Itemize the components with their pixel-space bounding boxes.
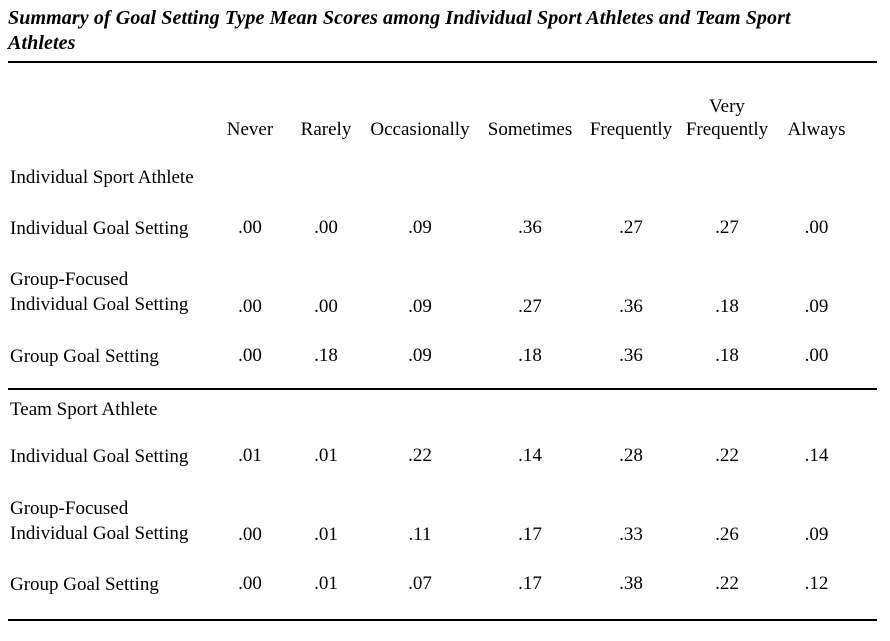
table-title: Summary of Goal Setting Type Mean Scores… xyxy=(8,6,877,63)
divider-line xyxy=(8,381,877,390)
row-label: Group Goal Setting xyxy=(10,573,159,595)
value-cell: .09 xyxy=(804,524,829,545)
row-label: Individual Goal Setting xyxy=(10,445,189,467)
table-row: Individual Goal Setting .00 .00 .09 .36 … xyxy=(8,203,877,253)
value-cell: .26 xyxy=(715,524,739,545)
column-header-sometimes: Sometimes xyxy=(487,119,573,140)
value-cell: .00 xyxy=(238,217,262,238)
spacer xyxy=(8,609,877,620)
value-cell: .01 xyxy=(314,524,338,545)
value-cell: .14 xyxy=(518,445,542,466)
value-cell: .18 xyxy=(715,345,739,366)
value-cell: .00 xyxy=(314,217,338,238)
section-header-row: Individual Sport Athlete xyxy=(8,153,877,203)
value-cell: .00 xyxy=(238,345,262,366)
value-cell: .36 xyxy=(518,217,542,238)
value-cell: .36 xyxy=(619,296,643,317)
column-header-rarely: Rarely xyxy=(300,119,352,140)
value-cell: .01 xyxy=(314,445,338,466)
value-cell: .14 xyxy=(804,445,829,466)
value-cell: .18 xyxy=(314,345,338,366)
value-cell: .27 xyxy=(715,217,739,238)
column-header-row: Never Rarely Occasionally Sometimes Freq… xyxy=(8,63,877,153)
value-cell: .27 xyxy=(619,217,643,238)
value-cell: .17 xyxy=(518,573,542,594)
table-row: Group Goal Setting .00 .18 .09 .18 .36 .… xyxy=(8,331,877,381)
column-header-occasionally: Occasionally xyxy=(370,119,470,140)
value-cell: .00 xyxy=(804,345,829,366)
value-cell: .17 xyxy=(518,524,542,545)
table-row: Group-Focused Individual Goal Setting .0… xyxy=(8,483,877,559)
row-label: Individual Goal Setting xyxy=(10,217,189,239)
value-cell: .28 xyxy=(619,445,643,466)
bottom-spacer xyxy=(8,609,877,620)
value-cell: .01 xyxy=(314,573,338,594)
value-cell: .18 xyxy=(715,296,739,317)
section-header-individual: Individual Sport Athlete xyxy=(10,167,194,188)
value-cell: .00 xyxy=(314,296,338,317)
column-header-frequently: Frequently xyxy=(589,119,673,140)
value-cell: .18 xyxy=(518,345,542,366)
value-cell: .00 xyxy=(804,217,829,238)
table-row: Individual Goal Setting .01 .01 .22 .14 … xyxy=(8,429,877,483)
value-cell: .22 xyxy=(408,445,432,466)
value-cell: .36 xyxy=(619,345,643,366)
row-label: Group-Focused Individual Goal Setting xyxy=(10,498,189,544)
section-divider-rule xyxy=(8,381,877,390)
value-cell: .00 xyxy=(238,524,262,545)
value-cell: .09 xyxy=(408,345,432,366)
table-row: Group-Focused Individual Goal Setting .0… xyxy=(8,253,877,331)
row-label: Group Goal Setting xyxy=(10,345,159,367)
column-header-very-frequently: Very Frequently xyxy=(685,96,769,140)
value-cell: .09 xyxy=(408,217,432,238)
value-cell: .33 xyxy=(619,524,643,545)
value-cell: .09 xyxy=(408,296,432,317)
table-row: Group Goal Setting .00 .01 .07 .17 .38 .… xyxy=(8,559,877,609)
value-cell: .27 xyxy=(518,296,542,317)
value-cell: .00 xyxy=(238,573,262,594)
value-cell: .11 xyxy=(408,524,432,545)
value-cell: .01 xyxy=(238,445,262,466)
paper-table: Summary of Goal Setting Type Mean Scores… xyxy=(8,6,877,621)
column-header-empty xyxy=(8,63,210,153)
section-header-row: Team Sport Athlete xyxy=(8,389,877,429)
value-cell: .22 xyxy=(715,573,739,594)
value-cell: .12 xyxy=(804,573,829,594)
value-cell: .07 xyxy=(408,573,432,594)
row-label: Group-Focused Individual Goal Setting xyxy=(10,269,189,315)
value-cell: .09 xyxy=(804,296,829,317)
goal-setting-table: Never Rarely Occasionally Sometimes Freq… xyxy=(8,63,877,621)
value-cell: .22 xyxy=(715,445,739,466)
value-cell: .38 xyxy=(619,573,643,594)
column-header-always: Always xyxy=(787,119,846,140)
section-header-team: Team Sport Athlete xyxy=(10,398,158,420)
column-header-never: Never xyxy=(226,119,274,140)
value-cell: .00 xyxy=(238,296,262,317)
